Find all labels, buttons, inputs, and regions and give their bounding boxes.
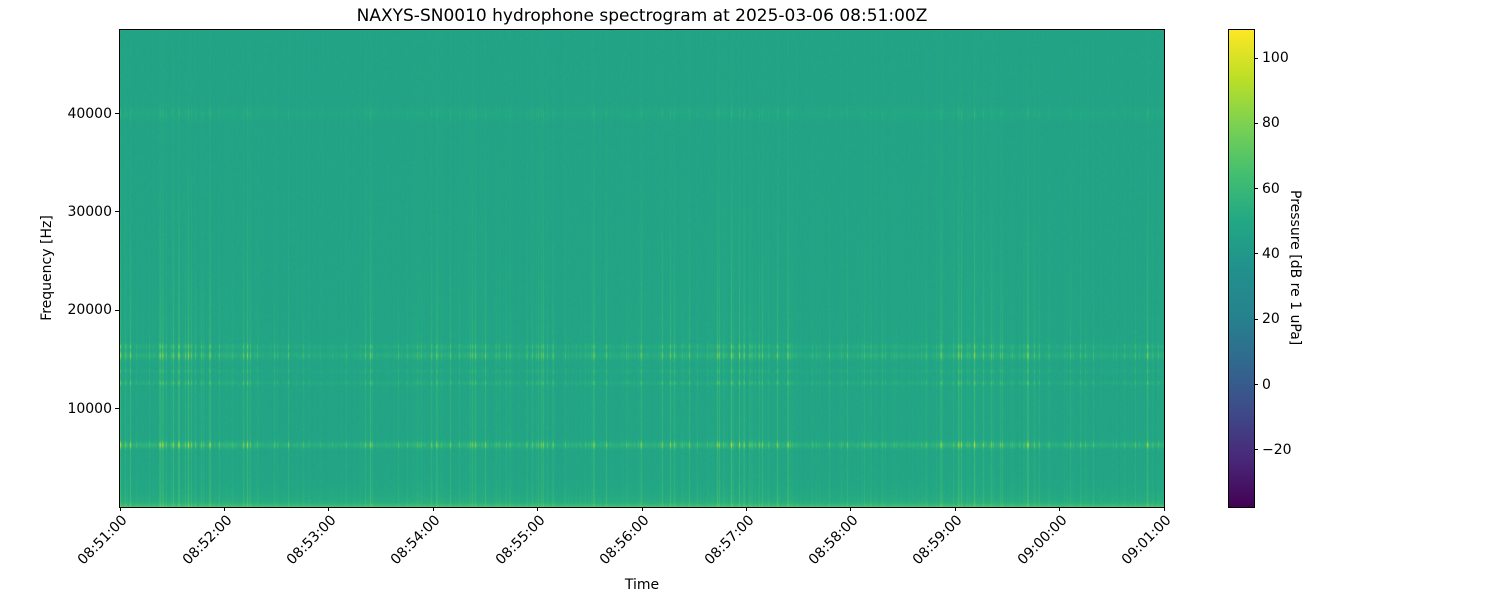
x-tick-mark: [328, 507, 330, 511]
colorbar-tick-label: −20: [1262, 441, 1292, 458]
x-tick-label-text: 08:51:00: [74, 512, 131, 569]
colorbar-tick-label: 0: [1262, 376, 1271, 393]
x-tick-label-text: 08:58:00: [805, 512, 862, 569]
x-tick-mark: [745, 507, 747, 511]
colorbar-tick-label: 20: [1262, 311, 1280, 328]
x-tick-mark: [537, 507, 539, 511]
x-tick-mark: [223, 507, 225, 511]
x-tick-mark: [1163, 507, 1165, 511]
x-tick-mark: [119, 507, 121, 511]
colorbar: [1228, 29, 1255, 508]
colorbar-tick-mark: [1254, 57, 1258, 59]
colorbar-label: Pressure [dB re 1 uPa]: [1287, 189, 1303, 346]
y-tick-mark: [115, 113, 119, 115]
x-tick-mark: [1059, 507, 1061, 511]
y-tick-label: 10000: [67, 400, 112, 417]
x-tick-label-text: 08:54:00: [388, 512, 444, 569]
colorbar-tick-label: 80: [1262, 115, 1280, 132]
x-tick-label-text: 08:52:00: [179, 512, 235, 569]
colorbar-tick-label: 100: [1262, 50, 1289, 67]
colorbar-tick-label: 40: [1262, 245, 1280, 262]
x-tick-label-text: 08:59:00: [910, 512, 966, 569]
colorbar-tick-mark: [1254, 253, 1258, 255]
y-tick-mark: [115, 211, 119, 213]
chart-title: NAXYS-SN0010 hydrophone spectrogram at 2…: [356, 6, 928, 26]
colorbar-tick-mark: [1254, 449, 1258, 451]
x-tick-label-text: 09:00:00: [1014, 512, 1071, 569]
x-tick-mark: [850, 507, 852, 511]
colorbar-tick-mark: [1254, 122, 1258, 124]
x-tick-label-text: 08:56:00: [596, 512, 653, 569]
x-tick-mark: [432, 507, 434, 511]
y-tick-label: 40000: [67, 105, 112, 122]
x-tick-mark: [954, 507, 956, 511]
x-tick-label-text: 09:01:00: [1118, 512, 1175, 569]
x-tick-mark: [641, 507, 643, 511]
x-tick-label-text: 08:57:00: [701, 512, 757, 569]
x-axis-label: Time: [624, 577, 660, 593]
y-tick-label: 20000: [67, 302, 112, 319]
y-axis-label: Frequency [Hz]: [39, 215, 55, 321]
spectrogram-plot: [119, 29, 1165, 508]
x-tick-label-text: 08:53:00: [283, 512, 340, 569]
y-tick-label: 30000: [67, 203, 112, 220]
colorbar-tick-mark: [1254, 318, 1258, 320]
y-tick-mark: [115, 309, 119, 311]
colorbar-tick-mark: [1254, 188, 1258, 190]
y-tick-mark: [115, 408, 119, 410]
colorbar-tick-mark: [1254, 384, 1258, 386]
x-tick-label-text: 08:55:00: [492, 512, 549, 569]
colorbar-tick-label: 60: [1262, 180, 1280, 197]
spectrogram-image: [120, 30, 1164, 507]
